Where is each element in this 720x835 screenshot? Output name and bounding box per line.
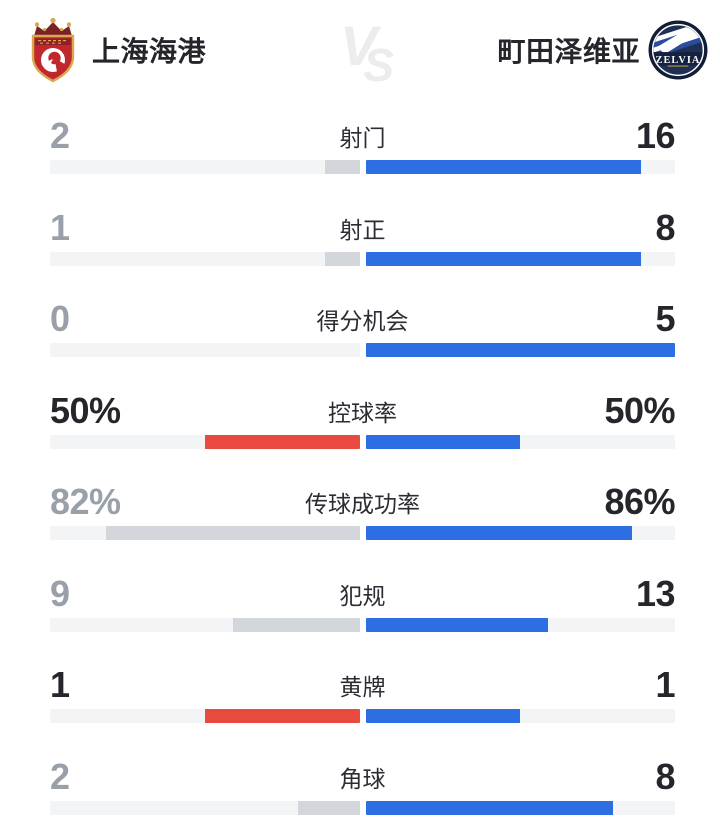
away-stat-bar [365,160,675,174]
away-stat-bar-fill [365,343,675,357]
stat-row: 2 射门 16 [50,100,676,192]
home-stat-value: 1 [50,206,70,248]
stat-bar-track [50,251,675,266]
away-crest-text: ZELVIA [656,55,701,66]
home-stat-bar [50,526,360,540]
away-stat-value: 50% [604,389,675,431]
stat-row: 50% 控球率 50% [50,375,676,467]
stat-bar-track [50,434,675,449]
away-stat-value: 86% [604,481,675,522]
home-team[interactable]: 上海海港 [26,17,307,83]
home-stat-bar-fill [232,617,360,632]
stat-bar-track [50,526,675,540]
home-stat-bar [50,251,360,266]
stat-label: 传球成功率 [305,491,420,517]
home-stat-value: 2 [50,115,70,156]
home-stat-value: 0 [50,298,70,339]
home-stat-value: 9 [50,572,70,614]
stat-row: 0 得分机会 5 [50,283,676,375]
stat-label: 射门 [339,125,386,151]
home-stat-bar [50,160,360,174]
home-team-crest-icon [26,17,80,83]
stat-label: 角球 [339,765,386,792]
stat-values-line: 50% 控球率 50% [50,389,676,433]
away-stat-value: 5 [655,298,675,339]
away-stat-value: 13 [635,572,676,614]
away-stat-bar [365,800,675,815]
match-header: 上海海港 VS 町田泽维亚 [0,0,720,100]
stat-values-line: 1 射正 8 [50,206,676,250]
away-stat-bar-fill [365,160,641,174]
home-stat-value: 2 [50,755,70,797]
stat-row: 82% 传球成功率 86% [50,466,676,558]
home-stat-value: 82% [50,481,121,522]
stat-row: 1 黄牌 1 [50,649,676,741]
away-stat-bar [365,709,675,723]
away-stat-value: 8 [655,755,675,797]
away-stat-bar [365,617,675,632]
vs-letter-v: V [339,14,378,77]
away-stat-bar-fill [365,709,521,723]
away-stat-bar [365,343,675,357]
stat-values-line: 1 黄牌 1 [50,663,676,707]
stat-values-line: 2 角球 8 [50,755,676,799]
home-stat-bar-fill [325,251,360,266]
stat-row: 2 角球 8 [50,741,676,833]
away-stat-value: 8 [655,206,675,248]
away-stat-bar [365,251,675,266]
away-stat-value: 16 [635,115,676,156]
away-stat-bar [365,434,675,449]
home-stat-bar [50,617,360,632]
home-stat-bar-fill [325,160,360,174]
home-stat-bar [50,343,360,357]
stat-label: 犯规 [339,582,386,609]
stat-values-line: 82% 传球成功率 86% [50,480,676,524]
away-team-name: 町田泽维亚 [497,36,640,67]
away-stat-bar-fill [365,617,549,632]
stat-values-line: 9 犯规 13 [50,572,676,616]
away-stat-bar-fill [365,251,641,266]
away-stat-bar-fill [365,434,521,449]
away-stat-bar [365,526,675,540]
home-stat-bar-fill [204,434,360,449]
home-stat-bar-fill [297,800,360,815]
home-stat-bar-fill [105,526,360,540]
home-stat-bar [50,434,360,449]
stat-values-line: 0 得分机会 5 [50,297,676,341]
away-stat-bar-fill [365,800,614,815]
stat-bar-track [50,160,675,174]
stat-label: 黄牌 [339,674,386,700]
stat-label: 射正 [339,216,386,243]
away-team-crest-icon: ZELVIA [648,20,708,80]
home-stat-bar [50,800,360,815]
vs-label: VS [307,18,427,89]
home-stat-bar [50,709,360,723]
stat-label: 控球率 [328,399,397,426]
home-team-name: 上海海港 [92,36,207,67]
stat-row: 1 射正 8 [50,192,676,284]
stat-bar-track [50,617,675,632]
stat-label: 得分机会 [316,308,409,334]
stat-bar-track [50,343,675,357]
vs-letter-s: S [363,39,395,91]
home-stat-value: 50% [50,389,121,431]
stat-bar-track [50,800,675,815]
home-stat-bar-fill [204,709,360,723]
stat-values-line: 2 射门 16 [50,114,676,158]
stat-bar-track [50,709,675,723]
stat-row: 9 犯规 13 [50,558,676,650]
away-stat-value: 1 [655,664,675,705]
stats-list: 2 射门 16 1 射正 8 0 得分机会 5 [0,100,720,832]
home-stat-value: 1 [50,664,70,705]
away-team[interactable]: 町田泽维亚 ZELVIA [427,20,708,80]
away-stat-bar-fill [365,526,632,540]
